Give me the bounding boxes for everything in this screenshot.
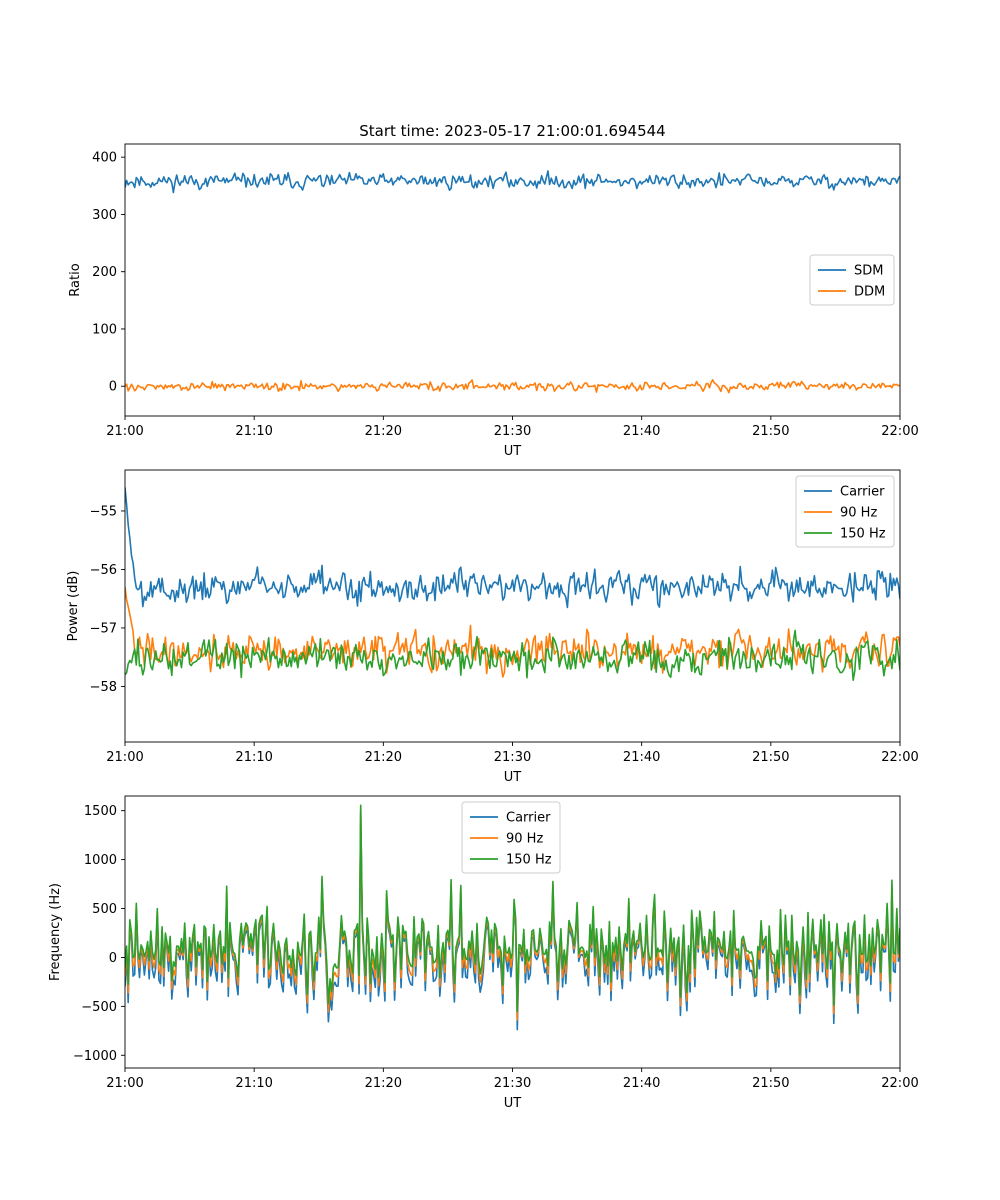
- x-axis-label: UT: [504, 1096, 522, 1111]
- x-axis-label: UT: [504, 770, 522, 785]
- y-tick-label: −57: [90, 621, 117, 636]
- x-tick-label: 22:00: [881, 1076, 918, 1091]
- y-axis-label: Ratio: [68, 263, 83, 296]
- x-tick-label: 21:20: [365, 750, 402, 765]
- x-tick-label: 21:30: [494, 424, 531, 439]
- x-tick-label: 21:50: [752, 424, 789, 439]
- x-tick-label: 21:00: [106, 750, 143, 765]
- x-tick-label: 21:50: [752, 750, 789, 765]
- series-line-150-hz: [125, 629, 900, 681]
- legend-label: 150 Hz: [840, 527, 886, 542]
- series-line-sdm: [125, 170, 900, 194]
- y-tick-label: −55: [90, 504, 117, 519]
- plot-lines: [125, 170, 900, 394]
- legend-label: SDM: [854, 264, 883, 279]
- axes-frame: [124, 143, 901, 417]
- power-subplot: 21:00 21:10 21:20 21:30 21:40 21:50 22:00 −58 −5…: [66, 469, 919, 785]
- figure-title: Start time: 2023-05-17 21:00:01.694544: [359, 122, 665, 140]
- x-tick-label: 21:30: [494, 1076, 531, 1091]
- x-tick-label: 22:00: [881, 750, 918, 765]
- legend-box: [795, 475, 895, 548]
- y-tick-label: 0: [109, 951, 117, 966]
- y-tick-label: 400: [92, 151, 117, 166]
- frequency-subplot: 21:00 21:10 21:20 21:30 21:40 21:50 22:00 −1000…: [48, 795, 919, 1111]
- legend-label: Carrier: [506, 811, 551, 826]
- legend-label: 90 Hz: [840, 506, 877, 521]
- axes-frame: [124, 795, 901, 1069]
- legend-label: Carrier: [840, 485, 885, 500]
- y-tick-label: −56: [90, 563, 117, 578]
- legend-box: [809, 254, 895, 306]
- plot-lines: [125, 487, 900, 681]
- y-tick-label: −58: [90, 680, 117, 695]
- x-tick-label: 21:20: [365, 1076, 402, 1091]
- x-tick-label: 21:00: [106, 1076, 143, 1091]
- x-tick-label: 21:00: [106, 424, 143, 439]
- series-line-90-hz: [125, 586, 900, 678]
- axes-frame: [124, 469, 901, 743]
- x-tick-label: 21:40: [623, 750, 660, 765]
- axes-background: [125, 144, 900, 416]
- plot-lines: [125, 804, 900, 1031]
- x-tick-label: 22:00: [881, 424, 918, 439]
- y-tick-label: 1500: [84, 804, 117, 819]
- y-axis-label: Frequency (Hz): [48, 883, 63, 981]
- x-tick-label: 21:30: [494, 750, 531, 765]
- ratio-subplot: 21:00 21:10 21:20 21:30 21:40 21:50 22:00 0 100 2…: [68, 143, 919, 459]
- y-tick-label: 200: [92, 265, 117, 280]
- series-line-150-hz: [125, 804, 900, 1012]
- x-tick-label: 21:50: [752, 1076, 789, 1091]
- y-tick-label: −500: [81, 1000, 117, 1015]
- legend-box: [461, 801, 561, 874]
- x-axis-label: UT: [504, 444, 522, 459]
- legend-label: 90 Hz: [506, 832, 543, 847]
- y-tick-label: 1000: [84, 853, 117, 868]
- x-tick-label: 21:20: [365, 424, 402, 439]
- legend-label: DDM: [854, 285, 885, 300]
- y-tick-label: 100: [92, 322, 117, 337]
- x-tick-label: 21:40: [623, 424, 660, 439]
- y-tick-label: 300: [92, 208, 117, 223]
- x-tick-label: 21:40: [623, 1076, 660, 1091]
- y-tick-label: 0: [109, 380, 117, 395]
- y-axis-label: Power (dB): [66, 571, 81, 642]
- series-line-carrier: [125, 487, 900, 609]
- axes-background: [125, 470, 900, 742]
- series-line-ddm: [125, 379, 900, 394]
- y-tick-label: 500: [92, 902, 117, 917]
- x-tick-label: 21:10: [235, 424, 272, 439]
- legend-label: 150 Hz: [506, 853, 552, 868]
- x-tick-label: 21:10: [235, 1076, 272, 1091]
- y-tick-label: −1000: [73, 1049, 117, 1064]
- x-tick-label: 21:10: [235, 750, 272, 765]
